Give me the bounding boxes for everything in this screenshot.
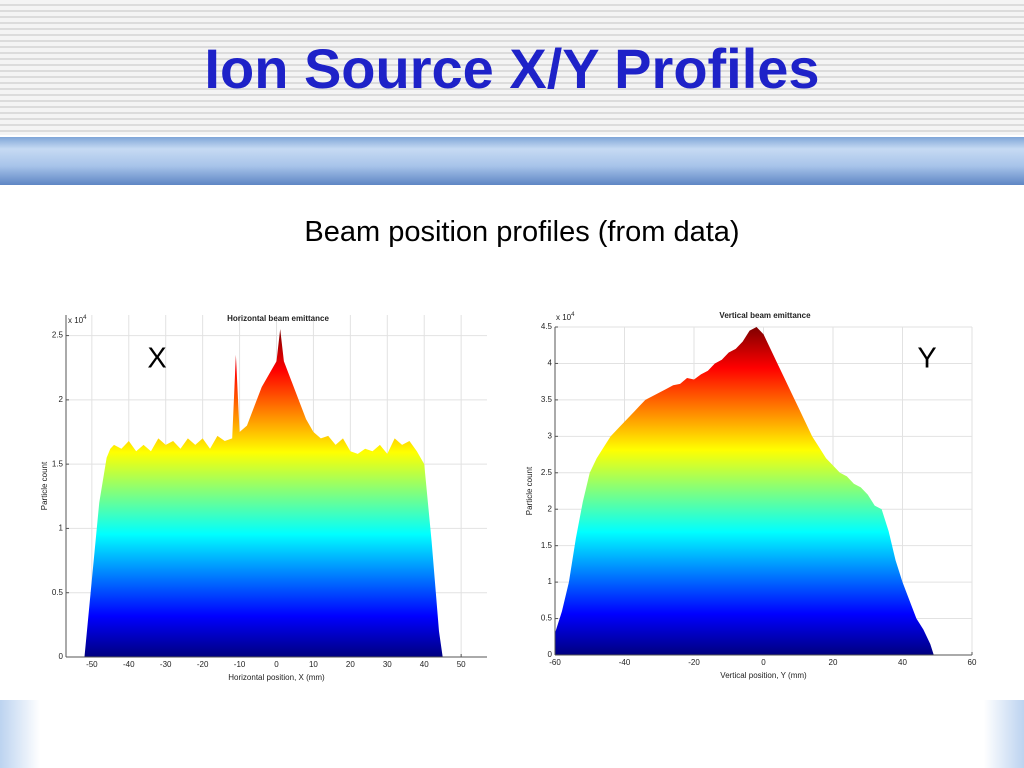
chart-title: Horizontal beam emittance xyxy=(227,314,329,323)
x-tick-label: 50 xyxy=(457,660,466,669)
y-axis-label: Particle count xyxy=(525,466,534,515)
x-tick-label: -20 xyxy=(688,658,700,667)
slide-subtitle: Beam position profiles (from data) xyxy=(304,216,740,248)
y-tick-label: 3 xyxy=(548,431,553,440)
x-tick-label: -10 xyxy=(234,660,246,669)
x-axis-label: Horizontal position, X (mm) xyxy=(228,673,325,682)
x-tick-label: -50 xyxy=(86,660,98,669)
x-tick-label: -60 xyxy=(549,658,561,667)
x-tick-label: 10 xyxy=(309,660,318,669)
x-tick-label: -40 xyxy=(619,658,631,667)
x-tick-label: -30 xyxy=(160,660,172,669)
chart-title: Vertical beam emittance xyxy=(719,311,811,320)
annotation: X xyxy=(147,343,166,375)
x-tick-label: 40 xyxy=(898,658,907,667)
y-tick-label: 0 xyxy=(59,652,64,661)
y-tick-label: 4 xyxy=(548,359,553,368)
y-tick-label: 2 xyxy=(548,504,553,513)
y-tick-label: 2.5 xyxy=(541,468,553,477)
y-tick-label: 1 xyxy=(548,577,553,586)
x-tick-label: 0 xyxy=(761,658,766,667)
multiplier-base: x 10 xyxy=(556,313,572,322)
y-tick-label: 1.5 xyxy=(52,459,64,468)
x-tick-label: -40 xyxy=(123,660,135,669)
x-tick-label: 40 xyxy=(420,660,429,669)
y-tick-label: 2.5 xyxy=(52,331,64,340)
y-tick-label: 4.5 xyxy=(541,322,553,331)
multiplier-exponent: 4 xyxy=(571,312,575,318)
x-tick-label: 20 xyxy=(346,660,355,669)
slide-title: Ion Source X/Y Profiles xyxy=(204,37,820,100)
y-tick-label: 3.5 xyxy=(541,395,553,404)
x-tick-label: 20 xyxy=(829,658,838,667)
y-tick-label: 0.5 xyxy=(541,614,553,623)
multiplier-exponent: 4 xyxy=(83,315,87,321)
x-tick-label: 60 xyxy=(968,658,977,667)
x-tick-label: -20 xyxy=(197,660,209,669)
x-tick-label: 0 xyxy=(274,660,279,669)
y-tick-label: 1 xyxy=(59,524,64,533)
x-axis-label: Vertical position, Y (mm) xyxy=(720,671,807,680)
header-band xyxy=(0,137,1024,185)
y-tick-label: 0.5 xyxy=(52,588,64,597)
area xyxy=(555,327,934,655)
x-tick-label: 30 xyxy=(383,660,392,669)
annotation: Y xyxy=(917,343,936,375)
multiplier-base: x 10 xyxy=(68,316,84,325)
axis-multiplier: x 104 xyxy=(68,315,87,326)
axis-multiplier: x 104 xyxy=(556,312,575,323)
y-tick-label: 2 xyxy=(59,395,64,404)
y-tick-label: 1.5 xyxy=(541,541,553,550)
y-tick-label: 0 xyxy=(548,650,553,659)
corner-decoration xyxy=(984,700,1024,768)
header-stripes xyxy=(0,0,1024,135)
y-axis-label: Particle count xyxy=(40,461,49,510)
corner-decoration xyxy=(0,700,40,768)
area xyxy=(84,329,443,657)
